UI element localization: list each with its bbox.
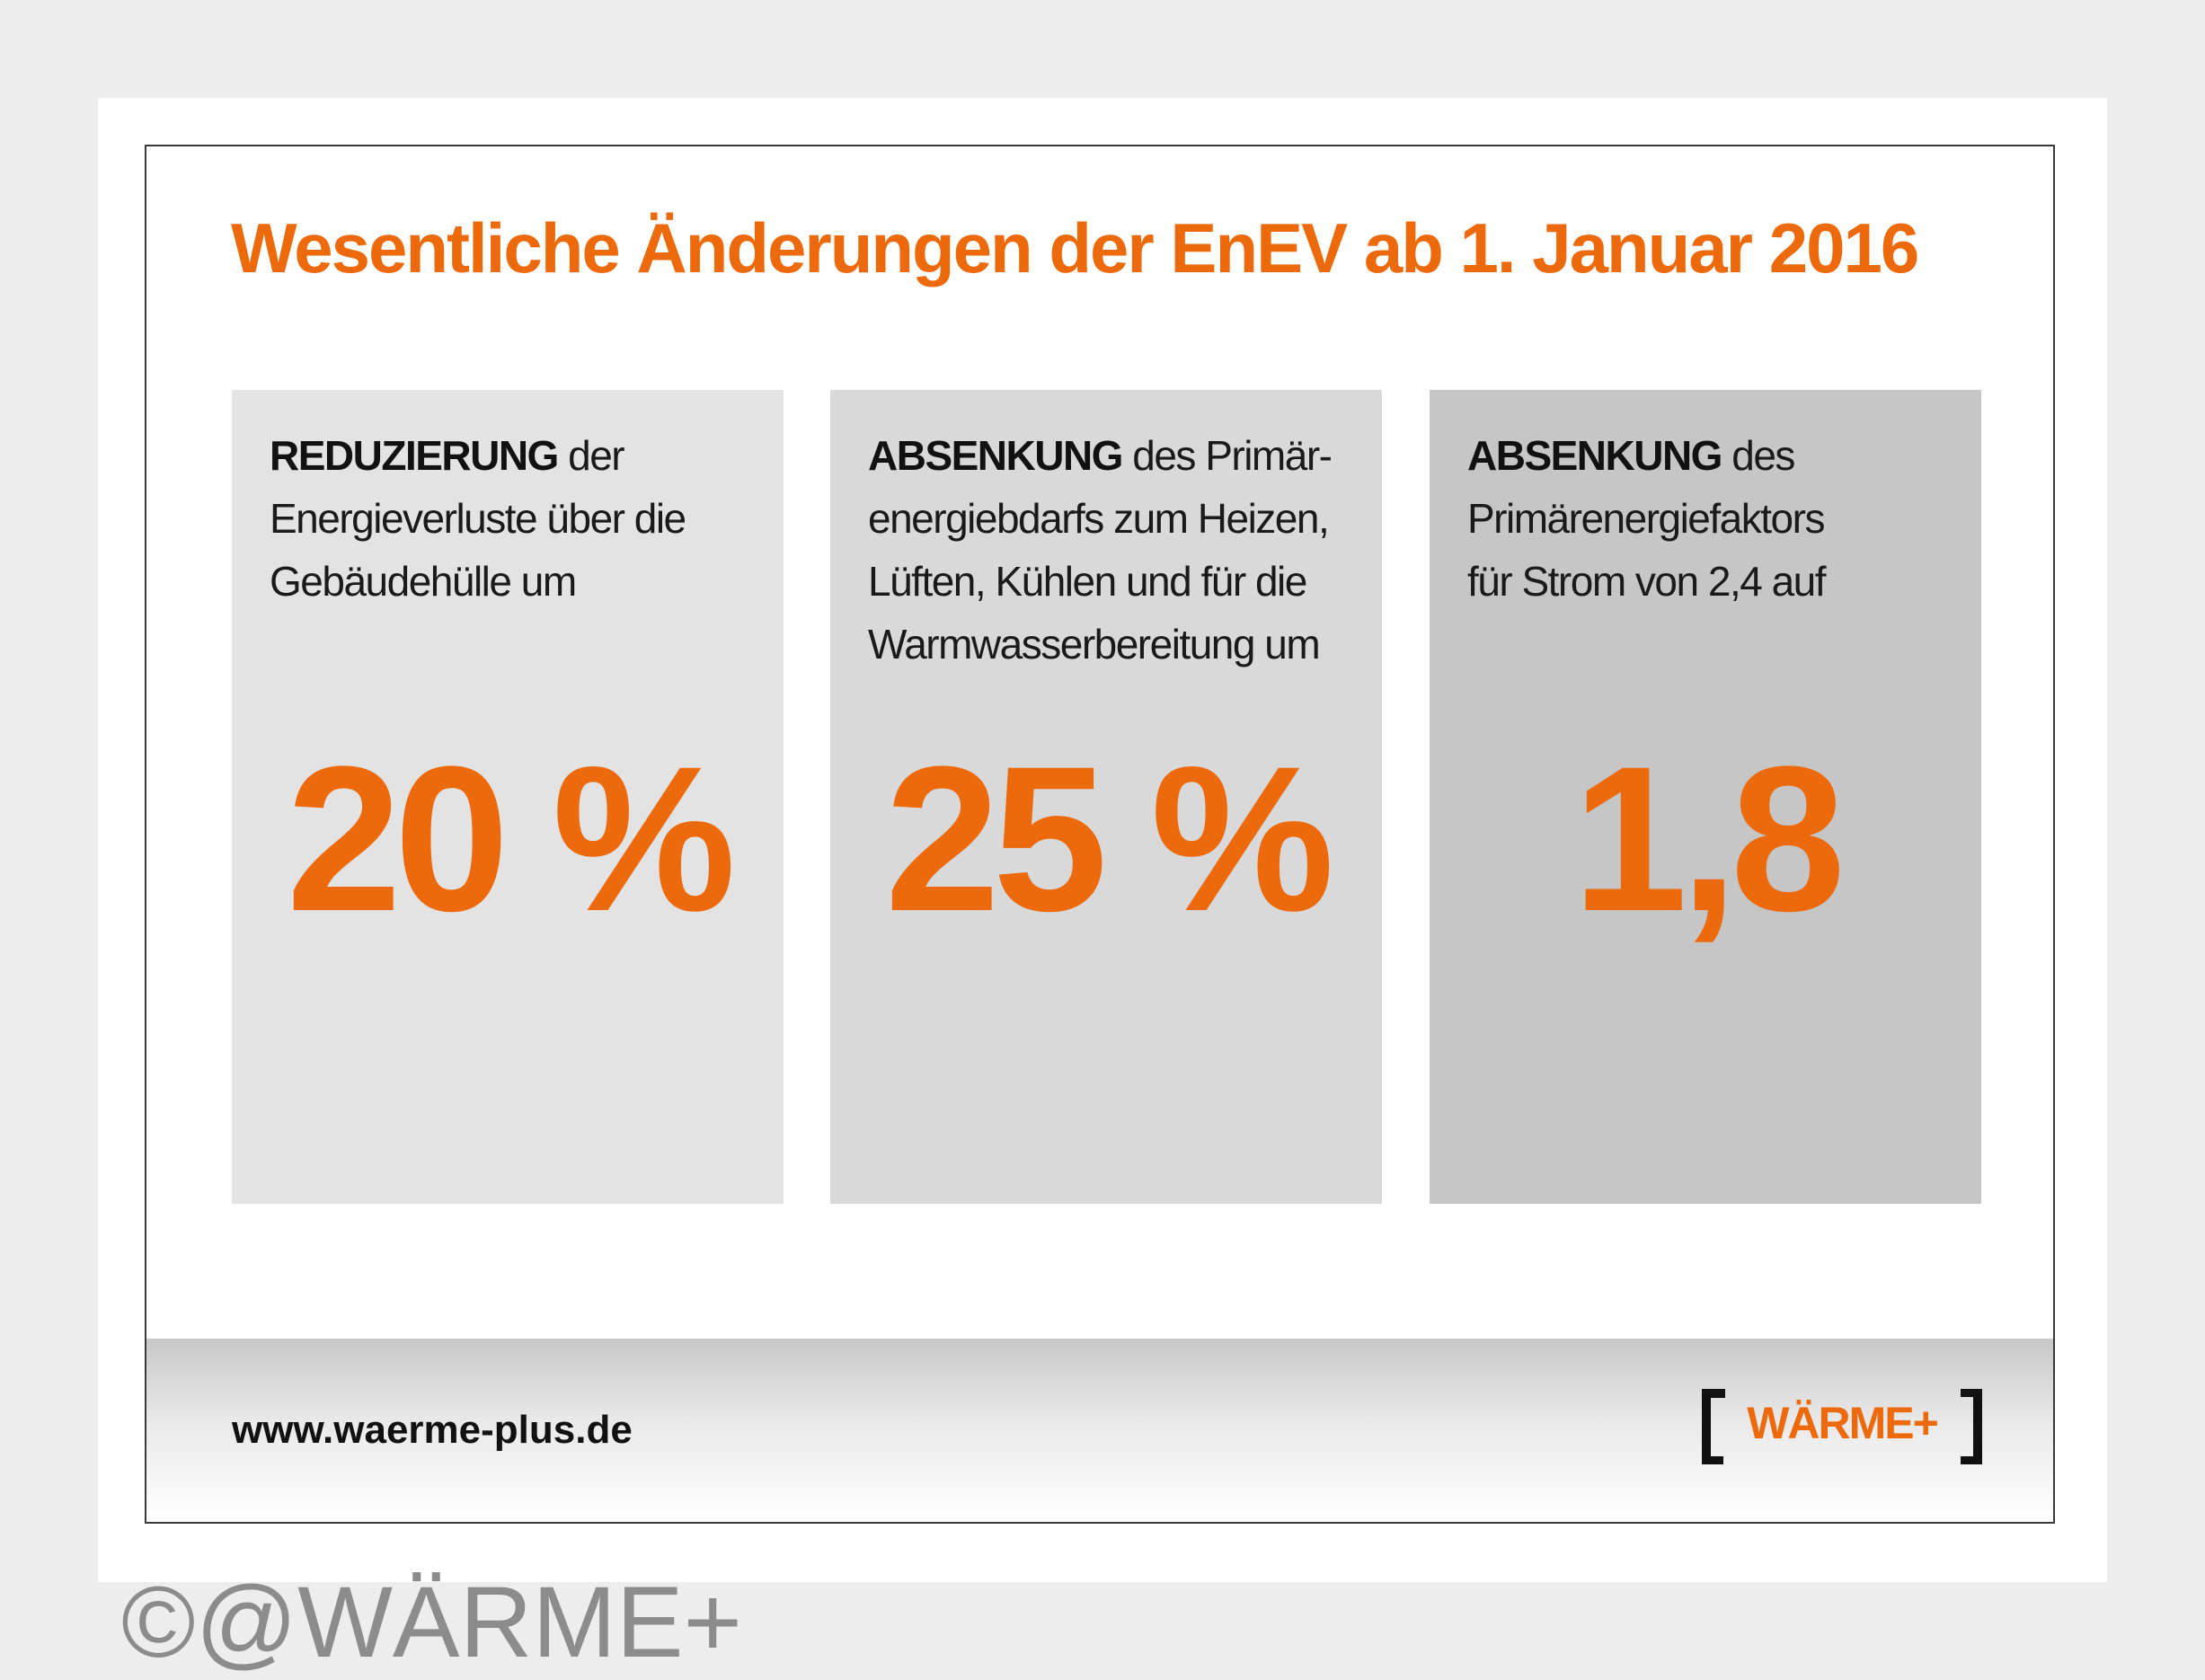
footer-website-link[interactable]: www.waerme-plus.de — [232, 1408, 633, 1452]
logo-bracket-corner — [1711, 1389, 1723, 1397]
logo-bracket-corner — [1711, 1456, 1723, 1464]
copyright-watermark: ©@WÄRME+ — [121, 1566, 742, 1678]
fact-box-value: 25 % — [884, 723, 1334, 954]
fact-box-line: Lüften, Kühlen und für die — [868, 558, 1307, 605]
fact-box-text: ABSENKUNG des Primär-energiebdarfs zum H… — [868, 424, 1346, 694]
fact-box-line: des Primär- — [1121, 432, 1333, 479]
footer-band — [146, 1339, 2053, 1522]
fact-box-keyword: REDUZIERUNG — [270, 432, 559, 479]
fact-box-line: des — [1721, 432, 1795, 479]
fact-box-keyword: ABSENKUNG — [1467, 432, 1722, 479]
headline: Wesentliche Änderungen der EnEV ab 1. Ja… — [231, 208, 1919, 287]
fact-box-line: Primärenergiefaktors — [1467, 495, 1825, 542]
infographic-frame: Wesentliche Änderungen der EnEV ab 1. Ja… — [145, 145, 2055, 1524]
fact-box-value: 20 % — [286, 723, 736, 954]
logo-wordmark: WÄRME+ — [1747, 1398, 1939, 1448]
fact-box-line: der — [557, 432, 625, 479]
fact-box-value: 1,8 — [1572, 723, 1846, 954]
logo-bracket-corner — [1961, 1456, 1973, 1464]
fact-box-text: REDUZIERUNG der Energieverluste über die G… — [270, 424, 748, 694]
fact-box-line: energiebdarfs zum Heizen, — [868, 495, 1330, 542]
fact-box-line: Warmwasserbereitung um — [868, 621, 1321, 668]
fact-box-envelope-losses: REDUZIERUNG der Energieverluste über die G… — [232, 390, 784, 1204]
fact-box-line: Gebäudehülle um — [270, 558, 577, 605]
waerme-plus-logo: WÄRME+ — [1702, 1389, 1982, 1464]
fact-box-primary-energy-demand: ABSENKUNG des Primär-energiebdarfs zum H… — [830, 390, 1382, 1204]
fact-box-line: für Strom von 2,4 auf — [1467, 558, 1827, 605]
fact-box-keyword: ABSENKUNG — [868, 432, 1123, 479]
fact-box-text: ABSENKUNG des Primärenergiefaktors für Str… — [1467, 424, 1945, 694]
fact-box-line: Energieverluste über die — [270, 495, 686, 542]
logo-bracket-corner — [1961, 1389, 1973, 1397]
fact-box-primary-energy-factor: ABSENKUNG des Primärenergiefaktors für Str… — [1430, 390, 1981, 1204]
